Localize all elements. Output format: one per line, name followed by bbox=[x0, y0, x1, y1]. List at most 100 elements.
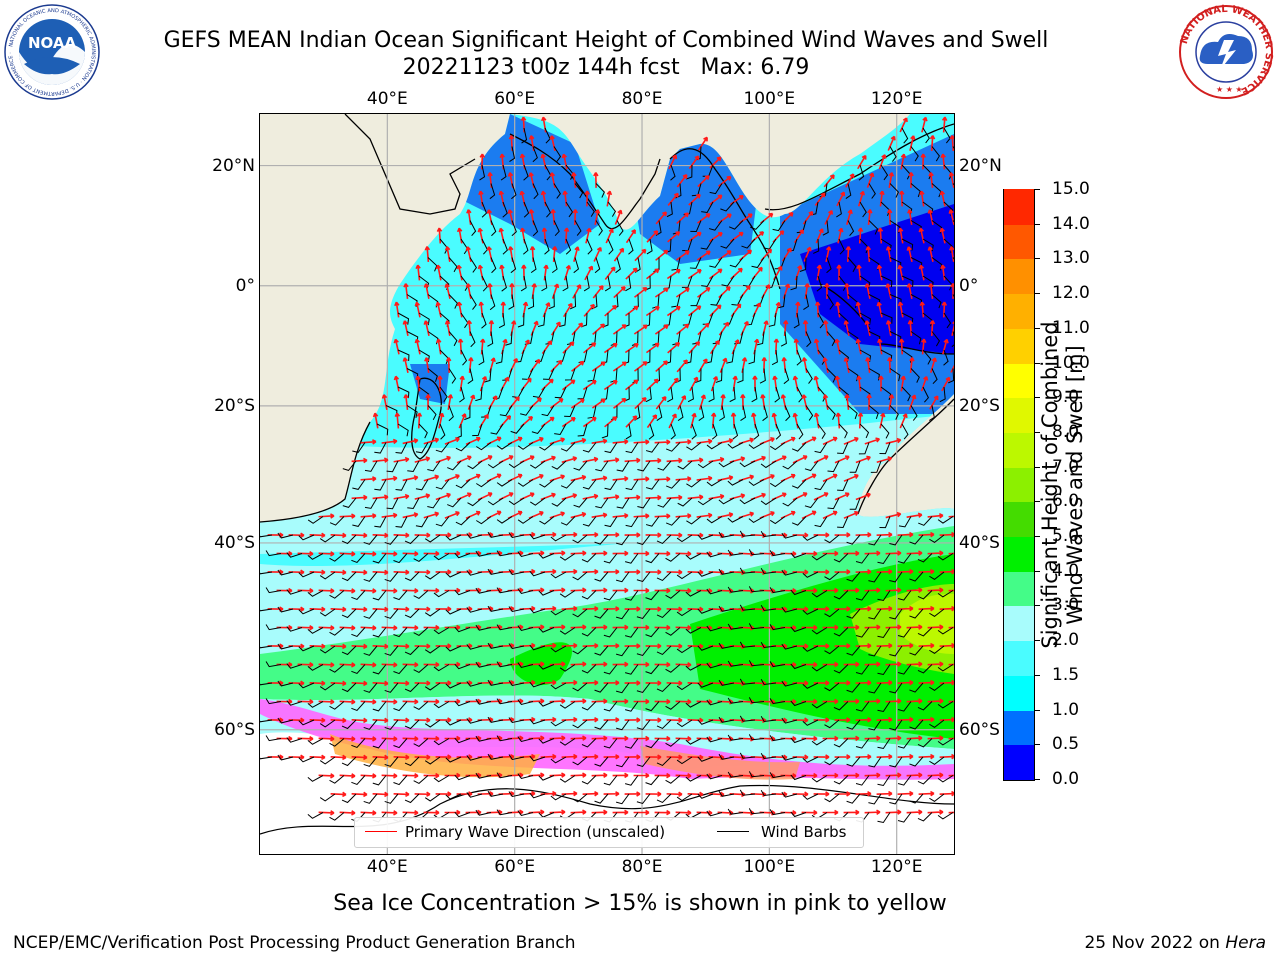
wind-barb bbox=[481, 201, 488, 218]
wind-barb bbox=[625, 553, 639, 564]
wave-direction-arrow bbox=[834, 375, 841, 392]
wave-direction-arrow bbox=[634, 286, 648, 298]
wind-barb bbox=[342, 460, 357, 471]
wave-direction-arrow bbox=[570, 398, 585, 409]
wind-barb bbox=[413, 553, 429, 563]
lat-tick-label: 60°S bbox=[959, 719, 1000, 740]
wind-barb bbox=[790, 552, 807, 559]
wave-direction-arrow bbox=[843, 320, 850, 336]
wave-direction-arrow bbox=[549, 511, 566, 519]
wave-direction-arrow bbox=[591, 398, 606, 409]
wave-direction-arrow bbox=[822, 357, 829, 373]
wave-direction-arrow bbox=[423, 320, 430, 336]
wave-direction-arrow bbox=[465, 283, 472, 299]
wave-direction-arrow bbox=[466, 209, 472, 225]
wind-barb bbox=[706, 442, 723, 450]
wind-barb bbox=[407, 497, 420, 510]
wave-direction-arrow bbox=[372, 532, 389, 539]
wind-barb bbox=[550, 571, 567, 579]
wind-barb bbox=[539, 479, 555, 488]
wave-direction-arrow bbox=[886, 357, 893, 373]
wave-direction-arrow bbox=[822, 394, 829, 410]
wind-barb bbox=[760, 460, 777, 469]
wind-barb bbox=[718, 568, 735, 575]
wind-barb bbox=[648, 423, 655, 440]
wave-direction-arrow bbox=[612, 438, 629, 445]
wind-barb bbox=[439, 423, 446, 440]
wind-barb bbox=[718, 531, 735, 538]
lat-tick-label: 40°S bbox=[959, 532, 1000, 553]
wind-barb bbox=[532, 220, 539, 237]
wind-barb bbox=[783, 368, 790, 385]
wind-barb bbox=[917, 553, 933, 563]
wave-direction-arrow bbox=[697, 286, 711, 298]
colorbar-tick-label: 15.0 bbox=[1052, 179, 1090, 199]
wave-direction-arrow bbox=[466, 320, 473, 336]
wave-direction-arrow bbox=[465, 246, 472, 262]
wind-barb bbox=[790, 275, 798, 291]
wave-direction-arrow bbox=[394, 412, 401, 429]
wind-barb bbox=[739, 530, 756, 537]
wind-barb bbox=[542, 368, 555, 380]
wave-direction-arrow bbox=[624, 457, 641, 464]
wave-direction-arrow bbox=[351, 494, 368, 501]
wave-direction-arrow bbox=[879, 412, 886, 429]
wave-direction-arrow bbox=[801, 473, 817, 483]
wind-barb bbox=[616, 497, 630, 509]
wind-barb bbox=[665, 590, 681, 599]
wave-direction-arrow bbox=[709, 268, 723, 280]
svg-text:NOAA: NOAA bbox=[28, 34, 77, 52]
colorbar-segment bbox=[1004, 293, 1034, 329]
wave-direction-arrow bbox=[885, 283, 892, 299]
wind-barb bbox=[481, 275, 488, 292]
wind-barb bbox=[539, 442, 555, 451]
wave-direction-arrow bbox=[667, 231, 681, 243]
wind-barb bbox=[404, 571, 420, 582]
wind-barb bbox=[319, 571, 336, 580]
wave-direction-arrow bbox=[403, 283, 409, 299]
wind-barb bbox=[424, 571, 441, 580]
wind-barb bbox=[539, 516, 555, 525]
wind-barb bbox=[260, 534, 273, 538]
wind-barb bbox=[849, 460, 861, 473]
wave-direction-arrow bbox=[402, 438, 419, 445]
wind-barb bbox=[753, 423, 760, 440]
wind-barb bbox=[760, 568, 777, 575]
wind-barb bbox=[726, 349, 735, 364]
wave-direction-arrow bbox=[634, 248, 647, 262]
wave-direction-arrow bbox=[612, 475, 629, 482]
wave-direction-arrow bbox=[381, 394, 388, 410]
wave-direction-arrow bbox=[814, 192, 826, 206]
wave-direction-arrow bbox=[906, 550, 923, 556]
wave-direction-arrow bbox=[339, 513, 356, 519]
wave-direction-arrow bbox=[633, 361, 648, 372]
wind-barb bbox=[901, 349, 913, 363]
colorbar-tick bbox=[1034, 189, 1040, 190]
wave-direction-arrow bbox=[393, 532, 410, 539]
wave-direction-arrow bbox=[414, 532, 431, 538]
wave-direction-arrow bbox=[939, 190, 946, 207]
wind-barb bbox=[720, 201, 735, 212]
colorbar-segment bbox=[1004, 605, 1034, 642]
wave-direction-arrow bbox=[549, 587, 566, 593]
vector-field bbox=[260, 116, 954, 824]
wave-direction-arrow bbox=[921, 116, 928, 133]
wave-direction-arrow bbox=[414, 456, 431, 463]
wind-barb bbox=[847, 220, 855, 236]
wind-barb bbox=[501, 275, 507, 292]
wave-direction-arrow bbox=[887, 135, 896, 151]
wind-barb bbox=[715, 368, 723, 383]
colorbar-segment bbox=[1004, 501, 1034, 538]
wave-direction-arrow bbox=[792, 412, 799, 429]
wave-direction-arrow bbox=[414, 301, 421, 318]
wind-barb bbox=[910, 405, 918, 421]
wind-barb bbox=[796, 423, 804, 440]
wind-barb bbox=[772, 220, 786, 232]
wind-barb bbox=[553, 183, 561, 199]
wave-direction-arrow bbox=[584, 265, 594, 281]
wind-barb bbox=[594, 534, 609, 545]
wind-barb bbox=[531, 423, 546, 435]
wave-direction-arrow bbox=[563, 302, 573, 318]
wind-barb bbox=[559, 312, 567, 328]
wave-direction-arrow bbox=[899, 117, 908, 133]
